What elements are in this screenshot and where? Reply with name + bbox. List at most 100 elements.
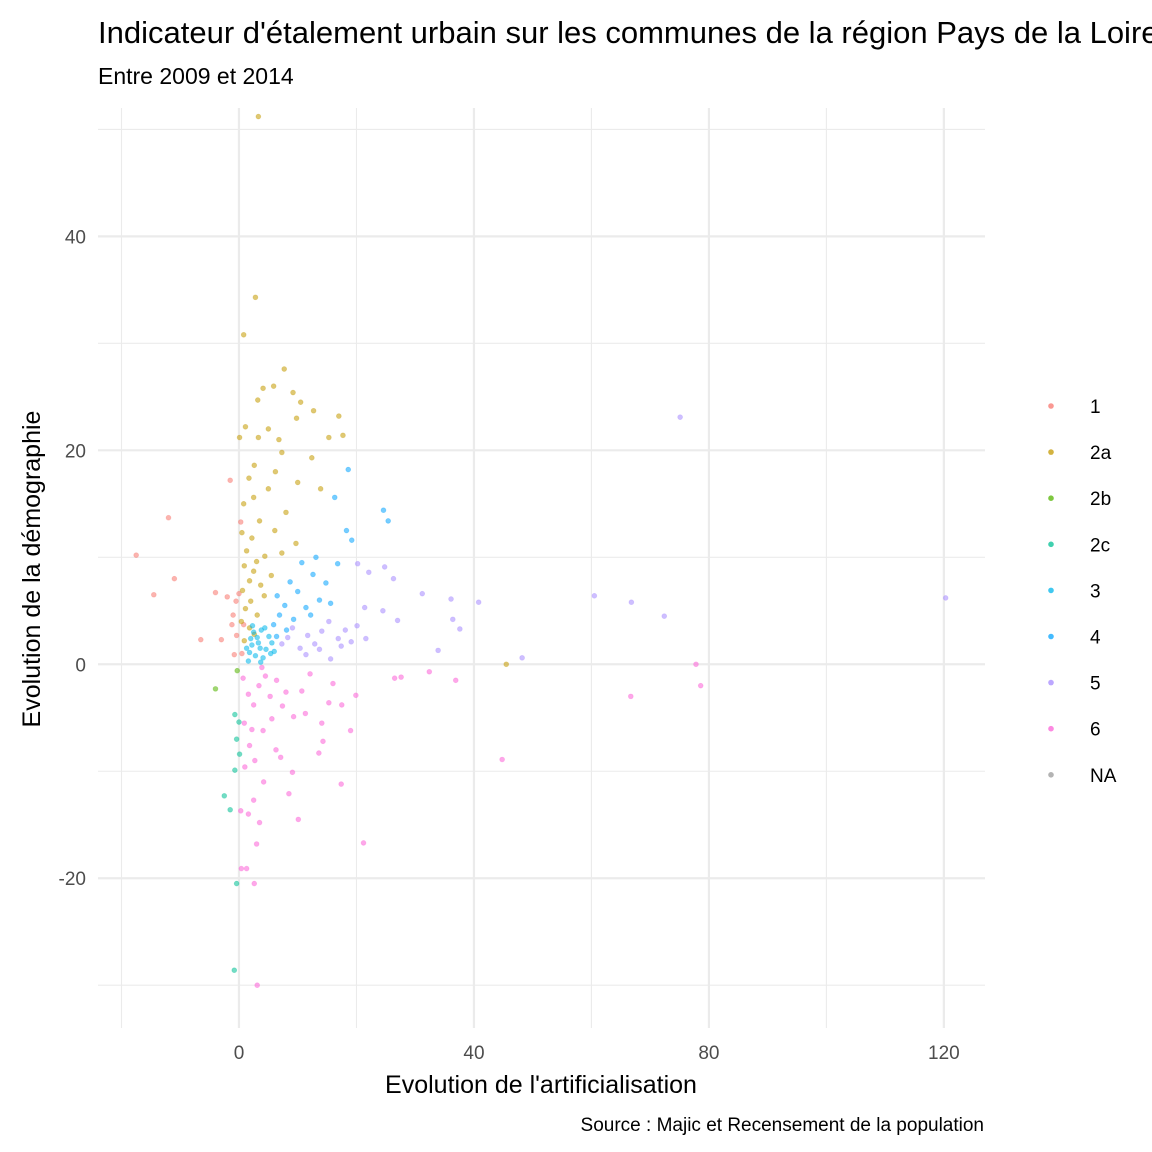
data-point-series-2a [236, 434, 243, 441]
data-point-series-6 [391, 675, 398, 681]
data-point-series-2a [250, 494, 257, 501]
data-point-series-2a [241, 637, 248, 644]
data-point-series-4 [380, 507, 387, 514]
data-point-series-6 [330, 680, 336, 687]
data-point-series-5 [365, 569, 372, 576]
legend-key-5 [1048, 679, 1054, 686]
data-point-series-6 [627, 693, 634, 700]
data-point-series-2a [310, 407, 317, 414]
data-point-series-6 [279, 703, 286, 709]
x-tick-label: 80 [698, 1043, 719, 1064]
data-point-series-6 [319, 720, 325, 726]
legend-label-NA: NA [1090, 766, 1117, 787]
y-axis-ticks: -20 0 20 40 [59, 227, 86, 890]
data-point-series-6 [452, 677, 459, 684]
data-point-series-1 [236, 590, 242, 597]
chart-title: Indicateur d'étalement urbain sur les co… [98, 15, 1152, 50]
data-point-series-6 [245, 811, 252, 817]
data-point-series-6 [697, 682, 704, 689]
data-point-series-1 [165, 514, 172, 521]
data-point-series-5 [354, 560, 361, 567]
data-point-series-2a [239, 587, 246, 594]
data-point-series-4 [345, 466, 352, 473]
data-point-series-2a [293, 540, 299, 547]
data-point-series-1 [237, 519, 244, 525]
data-point-series-3 [249, 642, 255, 648]
data-point-series-2a [255, 113, 262, 120]
data-point-series-2a [246, 578, 253, 584]
data-point-series-5 [475, 599, 482, 606]
data-point-series-4 [274, 593, 280, 599]
data-point-series-4 [316, 597, 323, 603]
data-point-series-6 [253, 841, 260, 847]
data-point-series-2a [261, 593, 268, 599]
data-point-series-6 [277, 754, 284, 761]
data-point-series-5 [311, 641, 318, 647]
data-point-series-4 [323, 580, 329, 586]
data-point-series-4 [287, 579, 293, 585]
data-point-series-2a [265, 426, 272, 432]
data-point-series-4 [313, 554, 319, 561]
legend-key-2b [1048, 495, 1054, 502]
data-point-series-2a [272, 527, 278, 534]
data-point-series-2a [293, 415, 300, 422]
data-point-series-1 [224, 594, 231, 600]
data-point-series-6 [347, 727, 354, 734]
data-point-series-4 [343, 527, 350, 534]
data-point-series-5 [435, 647, 441, 654]
data-point-series-5 [335, 635, 342, 642]
data-point-series-2a [252, 294, 259, 301]
data-point-series-2a [268, 572, 275, 579]
data-point-series-3 [245, 658, 252, 664]
data-point-series-5 [354, 622, 360, 629]
data-point-series-2a [254, 612, 260, 618]
data-point-series-4 [276, 612, 283, 618]
data-point-series-6 [259, 664, 265, 671]
data-point-series-3 [247, 635, 254, 642]
data-point-series-5 [394, 617, 401, 624]
chart-subtitle: Entre 2009 et 2014 [98, 63, 294, 89]
data-point-series-1 [230, 612, 236, 618]
data-point-series-5 [661, 613, 668, 619]
data-point-series-3 [250, 629, 257, 635]
data-point-series-4 [283, 627, 290, 633]
data-point-series-6 [249, 726, 255, 733]
data-point-series-2b [234, 667, 241, 674]
data-point-series-3 [258, 627, 265, 633]
data-point-series-5 [319, 628, 325, 634]
data-point-series-2a [290, 389, 296, 396]
data-point-series-5 [338, 643, 344, 649]
data-point-series-2a [253, 558, 260, 565]
data-point-series-6 [316, 750, 322, 756]
data-point-series-5 [348, 639, 354, 645]
data-point-series-2a [246, 475, 252, 481]
data-point-series-2a [317, 486, 324, 492]
legend-key-2c [1048, 541, 1054, 548]
data-point-series-6 [260, 727, 266, 734]
data-point-series-2a [281, 366, 288, 372]
data-point-series-6 [267, 693, 273, 700]
data-point-series-5 [419, 590, 426, 597]
data-point-series-2a [243, 548, 250, 554]
data-point-series-4 [327, 600, 334, 607]
data-point-series-6 [241, 720, 248, 726]
legend-label-2a: 2a [1090, 443, 1112, 464]
data-point-series-4 [331, 494, 338, 501]
data-point-series-4 [281, 602, 288, 609]
data-point-series-2a [257, 582, 264, 588]
y-tick-label: -20 [59, 869, 86, 890]
data-point-series-2a [272, 468, 279, 475]
data-point-series-5 [327, 656, 334, 662]
data-point-series-5 [284, 634, 291, 641]
data-point-series-5 [326, 618, 332, 625]
data-point-series-3 [262, 625, 268, 631]
data-point-series-6 [251, 880, 258, 887]
data-point-series-6 [254, 982, 260, 989]
legend-key-3 [1048, 587, 1054, 594]
data-point-series-2a [241, 563, 248, 569]
data-point-series-2a [240, 331, 247, 338]
data-point-series-5 [289, 625, 296, 631]
data-point-series-6 [426, 668, 433, 675]
data-point-series-2a [297, 399, 304, 405]
